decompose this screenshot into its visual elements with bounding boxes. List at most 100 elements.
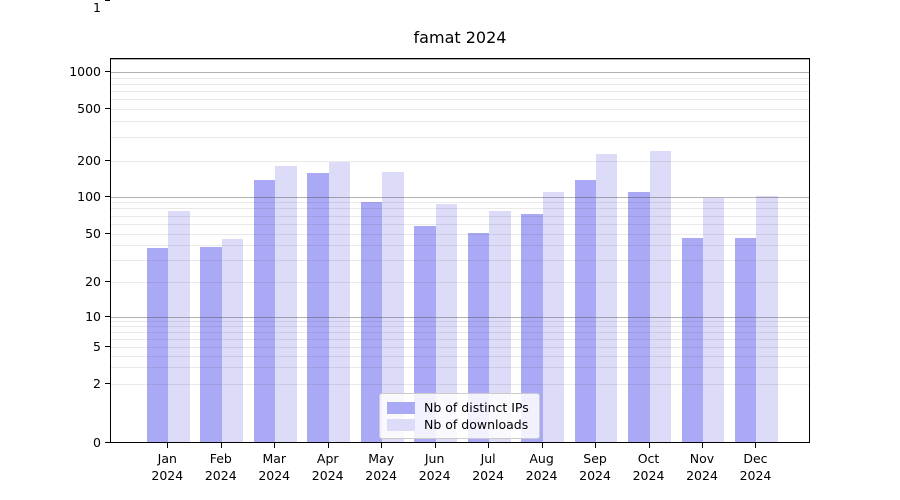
legend: Nb of distinct IPs Nb of downloads xyxy=(379,393,540,439)
y-tick-mark xyxy=(105,159,110,161)
x-tick-label-jul: Jul 2024 xyxy=(472,451,505,483)
gridline-minor xyxy=(111,98,809,100)
legend-label: Nb of distinct IPs xyxy=(424,400,529,415)
gridline-minor xyxy=(111,245,809,247)
x-tick-label-apr: Apr 2024 xyxy=(311,451,344,483)
y-tick-label: 20 xyxy=(85,273,101,289)
bar-downloads-jun xyxy=(435,203,458,442)
x-tick-label-aug: Aug 2024 xyxy=(525,451,558,483)
y-tick-mark xyxy=(105,71,110,72)
bar-ips-apr xyxy=(307,172,329,442)
bar-ips-may xyxy=(360,202,383,442)
y-tick-mark xyxy=(105,0,110,1)
y-tick-label: 2 xyxy=(93,375,101,391)
gridline-minor xyxy=(111,331,809,333)
gridline-minor xyxy=(111,202,809,204)
bar-ips-mar xyxy=(253,179,276,442)
gridline-minor xyxy=(111,77,809,79)
gridline-minor xyxy=(111,108,809,110)
bar-downloads-sep xyxy=(596,153,618,442)
chart-title: famat 2024 xyxy=(413,28,507,47)
bar-ips-aug xyxy=(521,213,543,442)
gridline-minor xyxy=(111,83,809,85)
bar-downloads-oct xyxy=(649,150,671,442)
gridline-minor xyxy=(111,338,809,340)
bar-ips-jan xyxy=(146,248,169,442)
gridline-minor xyxy=(111,326,809,328)
legend-row: Nb of downloads xyxy=(387,416,529,433)
x-tick-label-dec: Dec 2024 xyxy=(739,451,772,483)
y-tick-label: 5 xyxy=(93,338,101,354)
bar-downloads-may xyxy=(382,171,404,442)
x-tick-mark xyxy=(755,443,757,448)
y-tick-label: 0 xyxy=(93,435,101,450)
legend-swatch-ips xyxy=(387,401,415,414)
bar-ips-oct xyxy=(628,192,650,442)
x-tick-label-nov: Nov 2024 xyxy=(686,451,718,483)
gridline-minor xyxy=(111,137,809,139)
gridline-minor xyxy=(111,383,809,385)
gridline-minor xyxy=(111,208,809,210)
gridline-major xyxy=(111,72,809,73)
y-tick-label: 50 xyxy=(85,225,101,241)
x-tick-label-jun: Jun 2024 xyxy=(418,451,451,483)
x-tick-label-mar: Mar 2024 xyxy=(258,451,291,483)
gridline-minor xyxy=(111,233,809,235)
legend-row: Nb of distinct IPs xyxy=(387,399,529,416)
y-tick-mark xyxy=(105,382,110,384)
x-tick-mark xyxy=(488,443,490,448)
gridline-minor xyxy=(111,281,809,283)
legend-swatch-downloads xyxy=(387,418,415,431)
legend-label: Nb of downloads xyxy=(424,417,529,432)
gridline-minor xyxy=(111,160,809,162)
bar-downloads-mar xyxy=(275,165,297,442)
y-tick-label: 10 xyxy=(85,308,101,324)
y-tick-label: 200 xyxy=(77,152,101,168)
x-tick-label-oct: Oct 2024 xyxy=(632,451,665,483)
gridline-minor xyxy=(111,215,809,217)
bar-downloads-feb xyxy=(221,239,244,442)
gridline-minor xyxy=(111,121,809,123)
bar-ips-sep xyxy=(574,180,597,442)
y-tick-label: 100 xyxy=(77,188,101,204)
x-tick-label-may: May 2024 xyxy=(365,451,398,483)
y-tick-label: 1 xyxy=(93,0,101,15)
y-tick-mark xyxy=(105,232,110,234)
gridline-minor xyxy=(111,90,809,92)
y-tick-mark xyxy=(105,315,110,317)
x-tick-mark xyxy=(595,443,597,448)
bar-ips-dec xyxy=(735,238,757,442)
bar-downloads-jan xyxy=(168,210,190,442)
y-tick-mark xyxy=(105,280,110,282)
x-tick-label-sep: Sep 2024 xyxy=(579,451,611,483)
bar-ips-nov xyxy=(681,238,703,442)
x-tick-mark xyxy=(648,443,650,448)
gridline-major xyxy=(111,316,809,318)
gridline-minor xyxy=(111,367,809,369)
x-tick-mark xyxy=(381,443,383,448)
x-tick-mark xyxy=(327,443,329,448)
bar-downloads-jul xyxy=(489,210,511,442)
x-tick-mark xyxy=(434,443,436,448)
gridline-minor xyxy=(111,223,809,225)
bar-ips-feb xyxy=(200,246,222,442)
gridline-major xyxy=(111,59,809,60)
y-tick-mark xyxy=(105,107,110,109)
bar-downloads-apr xyxy=(328,162,351,442)
x-tick-label-feb: Feb 2024 xyxy=(204,451,237,483)
x-tick-mark xyxy=(541,443,543,448)
x-tick-label-jan: Jan 2024 xyxy=(151,451,184,483)
y-tick-mark xyxy=(105,345,110,347)
x-tick-mark xyxy=(167,443,169,448)
x-tick-mark xyxy=(220,443,222,448)
x-tick-mark xyxy=(274,443,276,448)
gridline-major xyxy=(111,196,809,198)
bar-downloads-nov xyxy=(703,198,725,442)
y-tick-label: 1000 xyxy=(69,64,101,79)
gridline-minor xyxy=(111,346,809,348)
y-tick-label: 500 xyxy=(77,100,101,116)
bar-ips-jun xyxy=(414,226,436,442)
bar-downloads-aug xyxy=(542,192,564,442)
bar-ips-jul xyxy=(467,232,490,442)
